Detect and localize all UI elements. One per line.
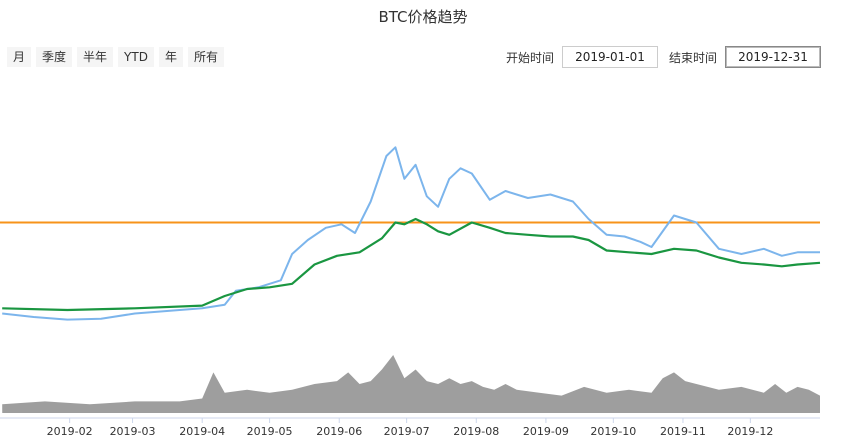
range-button-year[interactable]: 年	[158, 47, 183, 67]
end-date-label: 结束时间	[669, 50, 718, 65]
range-button-month[interactable]: 月	[7, 47, 32, 67]
start-date-input[interactable]	[562, 46, 659, 68]
price-line	[2, 146, 820, 321]
range-button-quarter[interactable]: 季度	[36, 47, 73, 67]
range-button-all[interactable]: 所有	[187, 47, 224, 67]
x-axis: 2019-02 2019-03 2019-04 2019-05 2019-06 2019-…	[0, 417, 820, 438]
x-tick-label: 2019-05	[247, 425, 293, 438]
x-tick-label: 2019-03	[110, 425, 156, 438]
x-tick-label: 2019-07	[384, 425, 430, 438]
moving-average-line	[2, 217, 821, 312]
x-tick-label: 2019-12	[727, 425, 773, 438]
x-tick-label: 2019-10	[590, 425, 636, 438]
range-button-ytd[interactable]: YTD	[118, 47, 154, 67]
series-group	[0, 146, 821, 321]
volume-area-group	[2, 355, 820, 413]
range-button-half-year[interactable]: 半年	[77, 47, 114, 67]
end-date-group: 结束时间	[669, 46, 822, 68]
range-selector: 月 季度 半年 YTD 年 所有	[7, 47, 224, 67]
volume-area	[2, 355, 820, 413]
start-date-group: 开始时间	[506, 46, 659, 68]
start-date-label: 开始时间	[506, 50, 555, 65]
x-tick-label: 2019-04	[179, 425, 225, 438]
x-tick-label: 2019-02	[47, 425, 93, 438]
chart-title: BTC价格趋势	[378, 8, 468, 26]
x-tick-label: 2019-08	[453, 425, 499, 438]
x-tick-label: 2019-11	[660, 425, 706, 438]
x-tick-label: 2019-06	[316, 425, 362, 438]
x-tick-label: 2019-09	[523, 425, 569, 438]
end-date-input[interactable]	[725, 46, 822, 68]
